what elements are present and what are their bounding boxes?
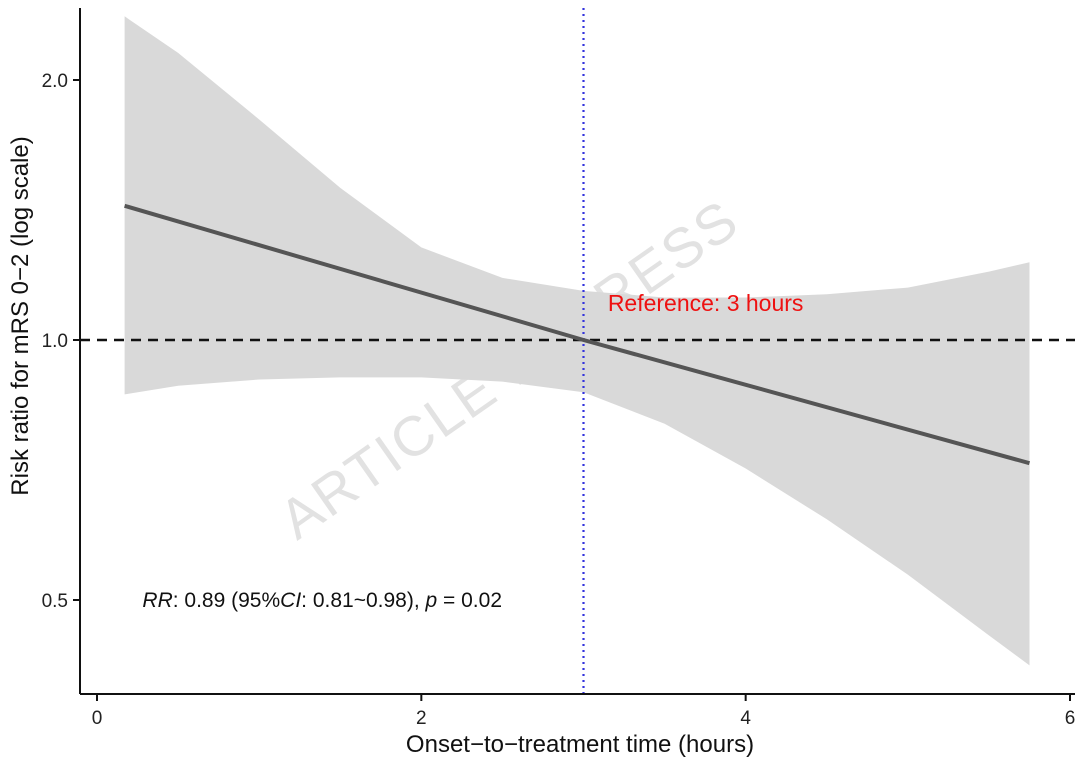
risk-ratio-line	[124, 203, 1031, 466]
rr-value: : 0.89 (95%	[173, 589, 280, 612]
ci-value: : 0.81~0.98),	[301, 589, 425, 612]
y-tick-label: 1.0	[42, 331, 68, 352]
x-tick-label: 0	[92, 708, 103, 729]
x-axis-ticks: 0 2 4 6	[92, 694, 1076, 729]
x-tick-label: 2	[416, 708, 427, 729]
x-tick-label: 6	[1065, 708, 1076, 729]
y-axis-title: Risk ratio for mRS 0−2 (log scale)	[7, 136, 34, 495]
y-axis-ticks: 0.5 1.0 2.0	[42, 71, 80, 612]
p-label: p	[425, 589, 438, 612]
p-value: = 0.02	[437, 589, 502, 612]
ci-label: CI	[280, 589, 301, 612]
x-axis-title: Onset−to−treatment time (hours)	[406, 731, 754, 758]
reference-label: Reference: 3 hours	[608, 290, 804, 316]
stats-annotation: RR: 0.89 (95%CI: 0.81~0.98), p = 0.02	[142, 589, 502, 612]
rr-label: RR	[142, 589, 172, 612]
y-tick-label: 0.5	[42, 591, 68, 612]
x-tick-label: 4	[740, 708, 751, 729]
y-tick-label: 2.0	[42, 71, 68, 92]
